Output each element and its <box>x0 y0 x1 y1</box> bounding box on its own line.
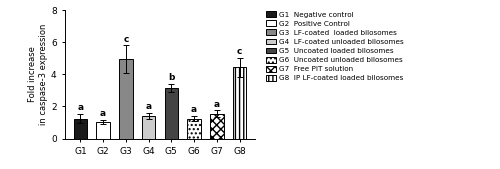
Bar <box>74 118 88 139</box>
Bar <box>232 67 246 139</box>
Text: c: c <box>237 47 242 56</box>
Text: a: a <box>100 109 106 118</box>
Text: a: a <box>146 102 152 111</box>
Y-axis label: Fold increase
in caspase-3 expression: Fold increase in caspase-3 expression <box>28 24 48 125</box>
Text: b: b <box>168 73 174 82</box>
Bar <box>96 122 110 139</box>
Bar <box>164 88 178 139</box>
Text: a: a <box>191 105 197 114</box>
Bar <box>210 114 224 139</box>
Bar <box>188 118 201 139</box>
Text: c: c <box>123 34 128 44</box>
Legend: G1  Negative control, G2  Positive Control, G3  LF-coated  loaded bilosomes, G4 : G1 Negative control, G2 Positive Control… <box>266 11 404 81</box>
Bar <box>142 116 156 139</box>
Text: a: a <box>214 100 220 108</box>
Text: a: a <box>78 103 84 112</box>
Bar <box>119 59 132 139</box>
